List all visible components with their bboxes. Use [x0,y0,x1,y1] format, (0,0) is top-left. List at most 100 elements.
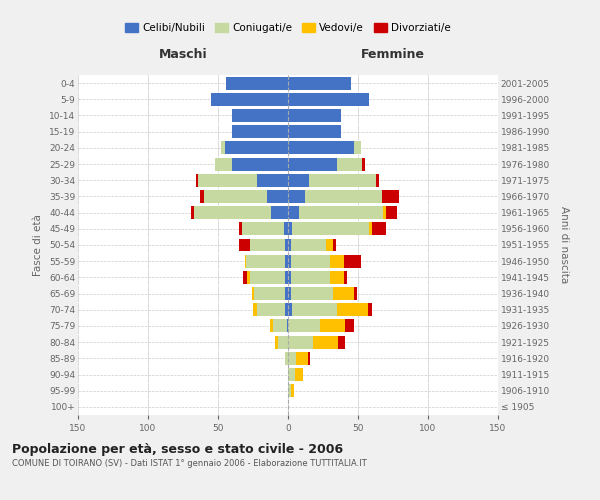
Bar [272,320,287,332]
Bar [243,271,247,284]
Bar [285,271,288,284]
Bar [278,336,288,348]
Bar [267,190,288,203]
Bar [346,320,354,332]
Bar [288,174,309,186]
Bar [308,352,310,365]
Bar [285,304,288,316]
Bar [386,206,397,219]
Bar [368,304,372,316]
Bar [330,254,344,268]
Bar [284,222,288,235]
Bar [225,142,288,154]
Bar [285,352,288,365]
Bar [372,222,386,235]
Bar [204,190,267,203]
Bar [288,271,291,284]
Bar [194,206,271,219]
Bar [257,304,285,316]
Bar [288,320,320,332]
Bar [232,125,288,138]
Bar [232,109,288,122]
Bar [330,271,344,284]
Legend: Celibi/Nubili, Coniugati/e, Vedovi/e, Divorziati/e: Celibi/Nubili, Coniugati/e, Vedovi/e, Di… [121,19,455,38]
Bar [333,238,335,252]
Bar [226,76,288,90]
Bar [288,76,351,90]
Bar [288,336,313,348]
Bar [344,271,347,284]
Bar [288,384,291,397]
Bar [285,254,288,268]
Bar [242,222,284,235]
Bar [382,190,398,203]
Bar [215,158,232,170]
Bar [199,174,257,186]
Bar [326,238,333,252]
Bar [288,190,305,203]
Bar [246,254,285,268]
Bar [211,93,288,106]
Bar [288,93,369,106]
Bar [257,174,288,186]
Bar [369,222,372,235]
Bar [309,174,376,186]
Bar [305,190,382,203]
Bar [271,206,288,219]
Bar [288,142,354,154]
Text: Maschi: Maschi [158,48,208,62]
Bar [291,384,293,397]
Bar [254,287,285,300]
Bar [285,238,288,252]
Bar [288,222,292,235]
Bar [200,190,204,203]
Bar [344,254,361,268]
Bar [232,158,288,170]
Bar [196,174,199,186]
Bar [250,271,285,284]
Bar [275,336,278,348]
Bar [383,206,386,219]
Bar [292,222,369,235]
Y-axis label: Anni di nascita: Anni di nascita [559,206,569,284]
Bar [288,368,295,381]
Bar [245,254,246,268]
Bar [291,238,326,252]
Bar [376,174,379,186]
Bar [288,109,341,122]
Bar [354,287,356,300]
Bar [191,206,194,219]
Bar [239,238,250,252]
Bar [251,287,254,300]
Bar [250,238,285,252]
Bar [337,158,362,170]
Text: Popolazione per età, sesso e stato civile - 2006: Popolazione per età, sesso e stato civil… [12,442,343,456]
Bar [333,287,354,300]
Bar [354,142,361,154]
Y-axis label: Fasce di età: Fasce di età [34,214,43,276]
Bar [291,271,330,284]
Text: Femmine: Femmine [361,48,425,62]
Bar [253,304,257,316]
Bar [313,336,338,348]
Bar [291,254,330,268]
Bar [362,158,365,170]
Bar [285,287,288,300]
Bar [221,142,225,154]
Bar [288,238,291,252]
Bar [292,304,337,316]
Bar [270,320,272,332]
Bar [287,320,288,332]
Bar [299,206,383,219]
Bar [288,287,291,300]
Text: COMUNE DI TOIRANO (SV) - Dati ISTAT 1° gennaio 2006 - Elaborazione TUTTITALIA.IT: COMUNE DI TOIRANO (SV) - Dati ISTAT 1° g… [12,459,367,468]
Bar [288,125,341,138]
Bar [338,336,346,348]
Bar [288,352,296,365]
Bar [320,320,346,332]
Bar [296,352,308,365]
Bar [337,304,368,316]
Bar [239,222,242,235]
Bar [247,271,250,284]
Bar [288,254,291,268]
